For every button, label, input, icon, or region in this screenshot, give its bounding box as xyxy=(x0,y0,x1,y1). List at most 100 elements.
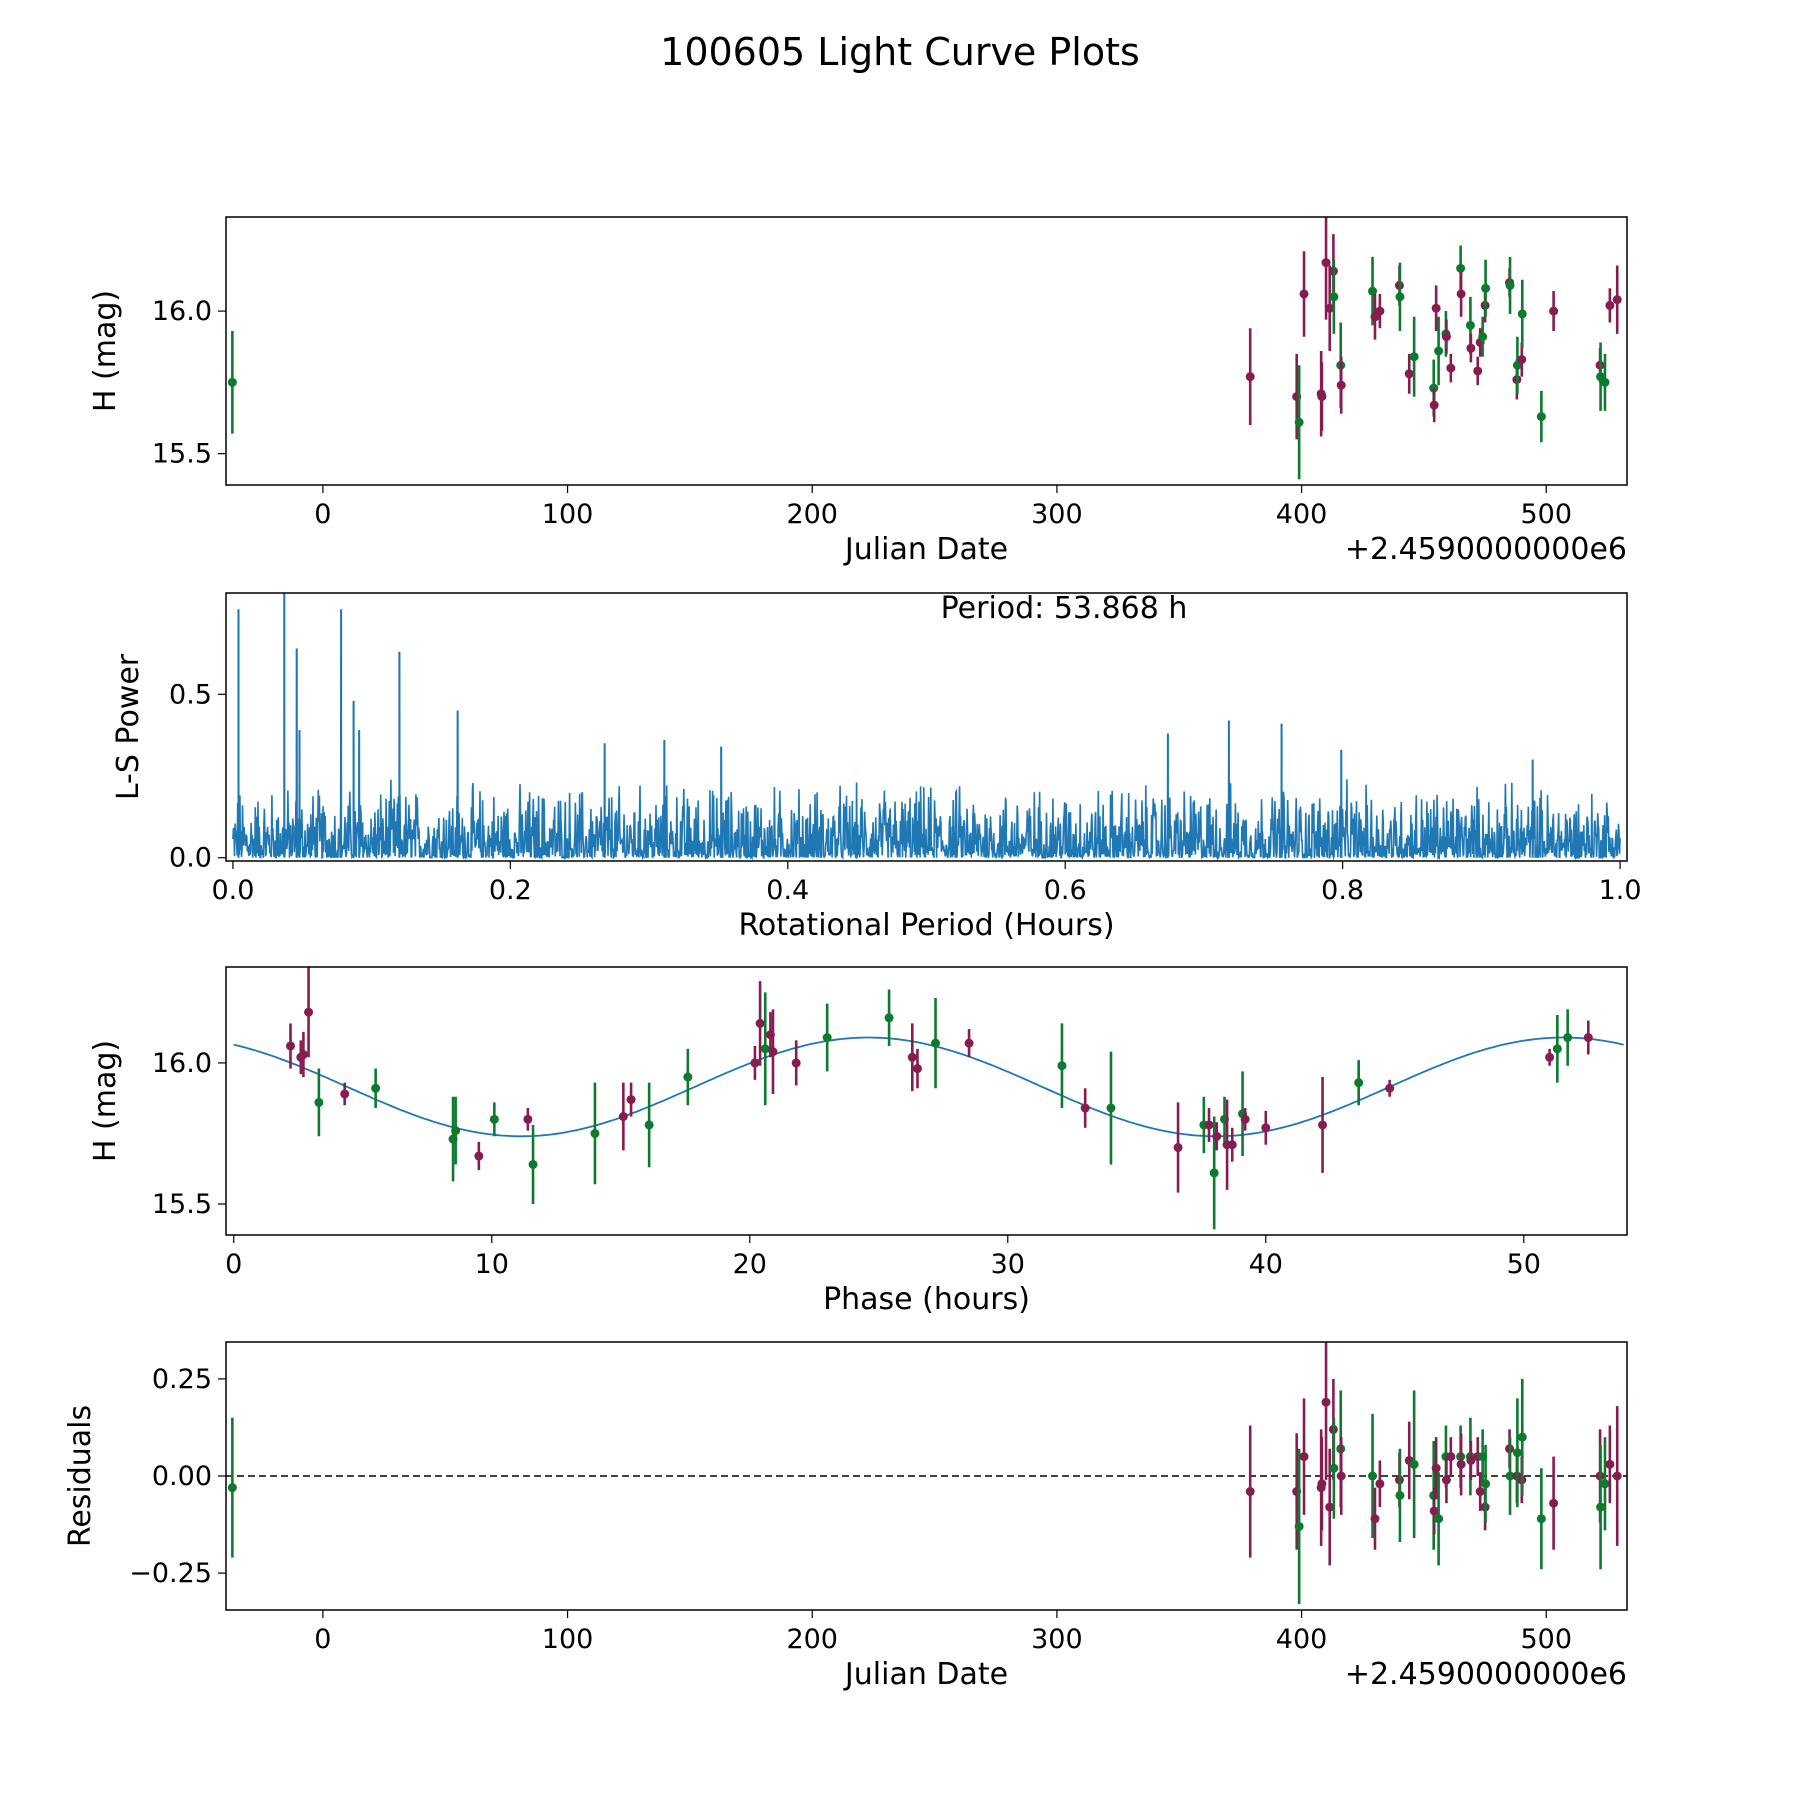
x-tick-label: 100 xyxy=(542,1624,594,1655)
data-point xyxy=(1605,288,1615,323)
data-point xyxy=(1441,319,1451,354)
data-point xyxy=(1317,1437,1327,1531)
point-marker xyxy=(304,1007,314,1017)
data-point xyxy=(750,1045,760,1080)
data-point xyxy=(523,1108,533,1131)
point-marker xyxy=(1456,1459,1466,1469)
data-point xyxy=(1375,1460,1385,1508)
axes-frame xyxy=(225,216,1628,486)
data-point xyxy=(1431,1437,1441,1500)
point-marker xyxy=(644,1120,654,1130)
periodogram-panel: 0.0 0.2 0.4 0.6 0.8 1.0 0.0 0.5 Rotational Perio… xyxy=(111,591,1642,943)
point-marker xyxy=(1429,1506,1439,1516)
x-axis-label: Rotational Period (Hours) xyxy=(738,908,1114,943)
y-axis-label: Residuals xyxy=(63,1405,98,1547)
data-point xyxy=(304,967,314,1058)
data-point xyxy=(1434,1472,1444,1566)
point-marker xyxy=(1517,355,1527,365)
data-point xyxy=(1536,1468,1546,1570)
data-point xyxy=(1329,1417,1339,1519)
data-point xyxy=(1395,262,1405,332)
data-point xyxy=(1605,1425,1615,1504)
x-tick-label: 40 xyxy=(1249,1249,1283,1280)
point-marker xyxy=(1545,1052,1555,1062)
point-marker xyxy=(314,1097,324,1107)
point-marker xyxy=(1434,346,1444,356)
data-point xyxy=(1395,1448,1405,1543)
data-point xyxy=(1466,1441,1476,1480)
data-point xyxy=(1318,1077,1328,1173)
point-marker xyxy=(912,1064,922,1074)
x-axis-label: Julian Date xyxy=(843,1657,1008,1692)
y-tick-label: 15.5 xyxy=(152,1189,212,1220)
data-point xyxy=(1583,1020,1593,1055)
point-marker xyxy=(1354,1078,1364,1088)
point-marker xyxy=(1321,258,1331,268)
data-point xyxy=(1552,1014,1562,1083)
point-marker xyxy=(1212,1131,1222,1141)
data-point xyxy=(314,1068,324,1137)
point-marker xyxy=(371,1083,381,1093)
point-marker xyxy=(1385,1083,1395,1093)
y-tick-label: 0.5 xyxy=(169,679,212,710)
data-point xyxy=(1517,1378,1527,1496)
point-marker xyxy=(523,1114,533,1124)
point-marker xyxy=(1431,1463,1441,1473)
data-point xyxy=(1545,1048,1555,1066)
point-marker xyxy=(1317,392,1327,402)
point-marker xyxy=(1317,1479,1327,1489)
x-tick-label: 100 xyxy=(542,499,594,530)
x-tick-label: 0 xyxy=(225,1249,242,1280)
point-marker xyxy=(1409,352,1419,362)
data-point xyxy=(1057,1023,1067,1109)
point-marker xyxy=(1612,1471,1622,1481)
data-point xyxy=(1336,356,1346,414)
data-point xyxy=(1446,1437,1456,1476)
y-tick-label: 15.5 xyxy=(152,439,212,470)
x-tick-label: 10 xyxy=(475,1249,509,1280)
y-tick-label: −0.25 xyxy=(129,1558,212,1589)
point-marker xyxy=(1563,1033,1573,1043)
data-point xyxy=(912,1048,922,1089)
data-point xyxy=(1481,259,1491,317)
data-point xyxy=(340,1082,350,1106)
point-marker xyxy=(1512,1448,1522,1458)
point-marker xyxy=(1441,1475,1451,1485)
point-marker xyxy=(1057,1061,1067,1071)
data-point xyxy=(1478,316,1488,357)
point-marker xyxy=(1245,1487,1255,1497)
point-marker xyxy=(1395,292,1405,302)
data-point xyxy=(1409,1390,1419,1539)
axes-frame xyxy=(225,592,1628,862)
point-marker xyxy=(1245,372,1255,382)
point-marker xyxy=(1517,309,1527,319)
data-point xyxy=(1299,1398,1309,1515)
point-marker xyxy=(1600,377,1610,387)
data-point xyxy=(1404,353,1414,394)
x-tick-label: 200 xyxy=(786,1624,838,1655)
point-marker xyxy=(1368,1471,1378,1481)
point-marker xyxy=(1466,1455,1476,1465)
point-marker xyxy=(1299,289,1309,299)
data-point xyxy=(1549,1456,1559,1550)
x-tick-label: 400 xyxy=(1276,1624,1328,1655)
point-marker xyxy=(768,1047,778,1057)
period-annotation: Period: 53.868 h xyxy=(941,591,1188,626)
point-marker xyxy=(791,1058,801,1068)
y-tick-label: 16.0 xyxy=(152,296,212,327)
data-point xyxy=(1261,1110,1271,1145)
data-point xyxy=(1227,1127,1237,1162)
point-marker xyxy=(1605,1459,1615,1469)
point-marker xyxy=(1368,286,1378,296)
data-point xyxy=(1375,293,1385,329)
point-marker xyxy=(1473,366,1483,376)
point-marker xyxy=(1227,1140,1237,1150)
point-marker xyxy=(1446,1452,1456,1462)
point-marker xyxy=(1481,283,1491,293)
data-point xyxy=(1517,279,1527,349)
x-tick-label: 50 xyxy=(1507,1249,1541,1280)
point-marker xyxy=(1329,292,1339,302)
x-tick-label: 500 xyxy=(1520,1624,1572,1655)
point-marker xyxy=(1583,1033,1593,1043)
data-point xyxy=(1563,1009,1573,1066)
